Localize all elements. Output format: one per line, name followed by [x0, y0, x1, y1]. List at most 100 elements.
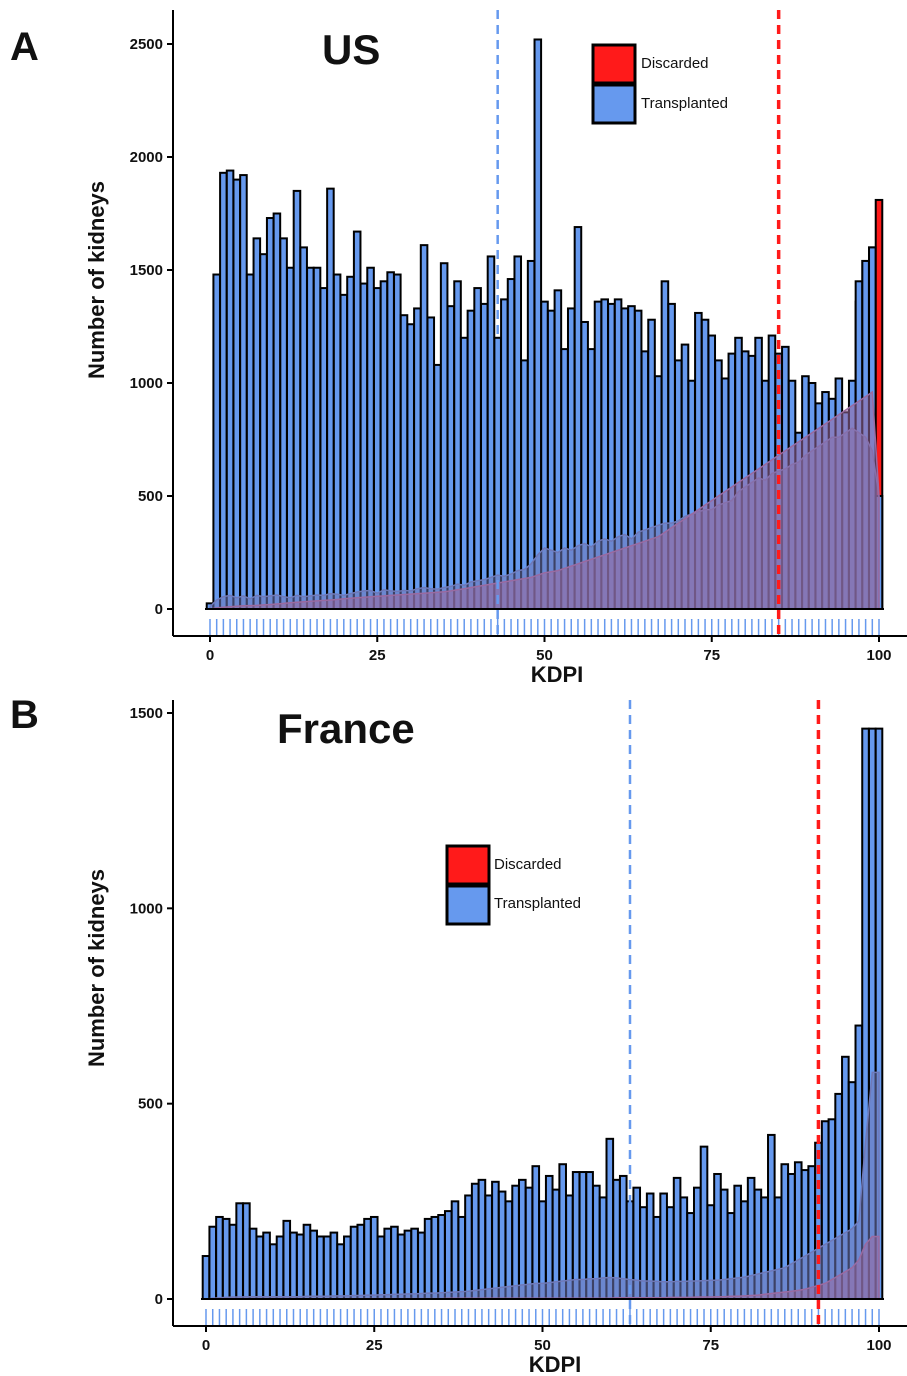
x-tick-label: 100	[866, 1337, 891, 1354]
panel-france: B France KDPI Number of kidneys 05001000…	[10, 693, 907, 1376]
bar-transplanted	[212, 273, 221, 610]
y-tick-label: 0	[155, 1291, 163, 1308]
bar-transplanted	[443, 1210, 453, 1300]
panel-a-x-axis-title: KDPI	[531, 662, 584, 687]
bar-transplanted	[319, 287, 329, 610]
bar-transplanted	[219, 171, 228, 610]
bar-transplanted	[269, 1243, 278, 1300]
bar-transplanted	[544, 1174, 554, 1300]
bar-transplanted	[396, 1233, 406, 1301]
bar-transplanted	[245, 273, 255, 610]
bar-transplanted	[349, 1225, 359, 1301]
bar-transplanted	[403, 1229, 413, 1300]
panel-a-y-axis-title: Number of kidneys	[84, 181, 109, 379]
legend-label-transplanted: Transplanted	[494, 895, 581, 912]
panel-a-label: A	[10, 25, 39, 69]
bar-transplanted	[477, 1178, 487, 1301]
bar-transplanted	[322, 1235, 332, 1300]
bar-transplanted	[413, 307, 422, 610]
bar-transplanted	[316, 1235, 325, 1300]
y-tick-label: 500	[138, 1096, 163, 1113]
bar-transplanted	[504, 1200, 514, 1301]
bar-transplanted	[484, 1194, 493, 1301]
bar-transplanted	[491, 1180, 500, 1301]
x-tick-label: 75	[703, 647, 720, 664]
bar-transplanted	[272, 212, 282, 610]
bar-transplanted	[466, 309, 476, 610]
x-tick-label: 25	[366, 1337, 383, 1354]
y-tick-label: 1500	[130, 705, 163, 722]
bar-transplanted	[292, 189, 302, 610]
bar-transplanted	[289, 1231, 298, 1300]
bar-transplanted	[279, 237, 288, 611]
bar-transplanted	[417, 1231, 426, 1300]
bar-transplanted	[497, 1190, 507, 1300]
bar-transplanted	[399, 314, 409, 610]
bar-transplanted	[232, 178, 242, 610]
legend-swatch-discarded	[445, 844, 491, 886]
bar-transplanted	[248, 1227, 258, 1301]
bar-transplanted	[239, 174, 248, 611]
panel-a-plot-area: 0 500 1000 1500 2000 2500 0 25 50 75 100	[130, 10, 907, 664]
bar-transplanted	[393, 273, 402, 610]
y-tick-label: 1000	[130, 900, 163, 917]
bar-transplanted	[511, 1184, 520, 1300]
bar-transplanted	[558, 1163, 567, 1300]
legend-swatch-transplanted	[445, 884, 491, 926]
bar-transplanted	[410, 1227, 419, 1301]
bar-transplanted	[252, 237, 262, 611]
bar-transplanted	[439, 262, 449, 610]
bar-transplanted	[295, 1233, 305, 1301]
bar-transplanted	[464, 1194, 473, 1301]
bar-transplanted	[228, 1223, 238, 1300]
legend-swatch-transplanted	[591, 83, 637, 125]
bar-transplanted	[386, 271, 395, 610]
panel-b-y-axis-title: Number of kidneys	[84, 869, 109, 1067]
bar-transplanted	[453, 280, 462, 610]
legend-label-discarded: Discarded	[494, 856, 562, 873]
bar-transplanted	[359, 282, 369, 610]
bar-transplanted	[372, 287, 382, 610]
x-tick-label: 50	[534, 1337, 551, 1354]
bar-transplanted	[513, 255, 523, 610]
bar-transplanted	[352, 230, 362, 611]
bar-transplanted	[336, 1243, 345, 1300]
x-tick-label: 50	[536, 647, 553, 664]
bar-transplanted	[605, 1137, 615, 1300]
bar-transplanted	[430, 1215, 440, 1300]
panel-b-plot-area: 0 500 1000 1500 0 25 50 75 100	[130, 700, 907, 1354]
bar-transplanted	[363, 1217, 372, 1300]
legend-label-discarded: Discarded	[641, 55, 709, 72]
bar-transplanted	[282, 1219, 292, 1301]
bar-transplanted	[286, 266, 295, 610]
bar-transplanted	[423, 1217, 433, 1300]
bar-transplanted	[376, 1235, 386, 1300]
bar-transplanted	[235, 1202, 244, 1300]
bar-transplanted	[356, 1223, 366, 1300]
x-tick-label: 0	[206, 647, 214, 664]
bar-transplanted	[500, 298, 509, 610]
bar-transplanted	[306, 266, 315, 610]
bar-transplanted	[457, 1215, 467, 1300]
bar-transplanted	[326, 187, 335, 610]
bar-transplanted	[201, 1255, 211, 1300]
bar-transplanted	[470, 1182, 480, 1300]
bar-transplanted	[390, 1225, 399, 1301]
bar-transplanted	[221, 1217, 231, 1300]
x-tick-label: 25	[369, 647, 386, 664]
panel-b-legend: Discarded Transplanted	[445, 844, 581, 926]
bar-transplanted	[343, 1235, 352, 1300]
y-tick-label: 1500	[130, 262, 163, 279]
bar-transplanted	[419, 244, 429, 610]
x-tick-label: 0	[202, 1337, 210, 1354]
bar-transplanted	[473, 287, 482, 610]
panel-a-legend: Discarded Transplanted	[591, 43, 728, 125]
bar-transplanted	[437, 1214, 446, 1301]
panel-b-label: B	[10, 693, 39, 737]
bar-transplanted	[346, 275, 355, 610]
bar-transplanted	[255, 1235, 265, 1300]
bar-transplanted	[215, 1215, 224, 1300]
bar-transplanted	[299, 246, 308, 610]
bar-transplanted	[518, 1178, 527, 1301]
